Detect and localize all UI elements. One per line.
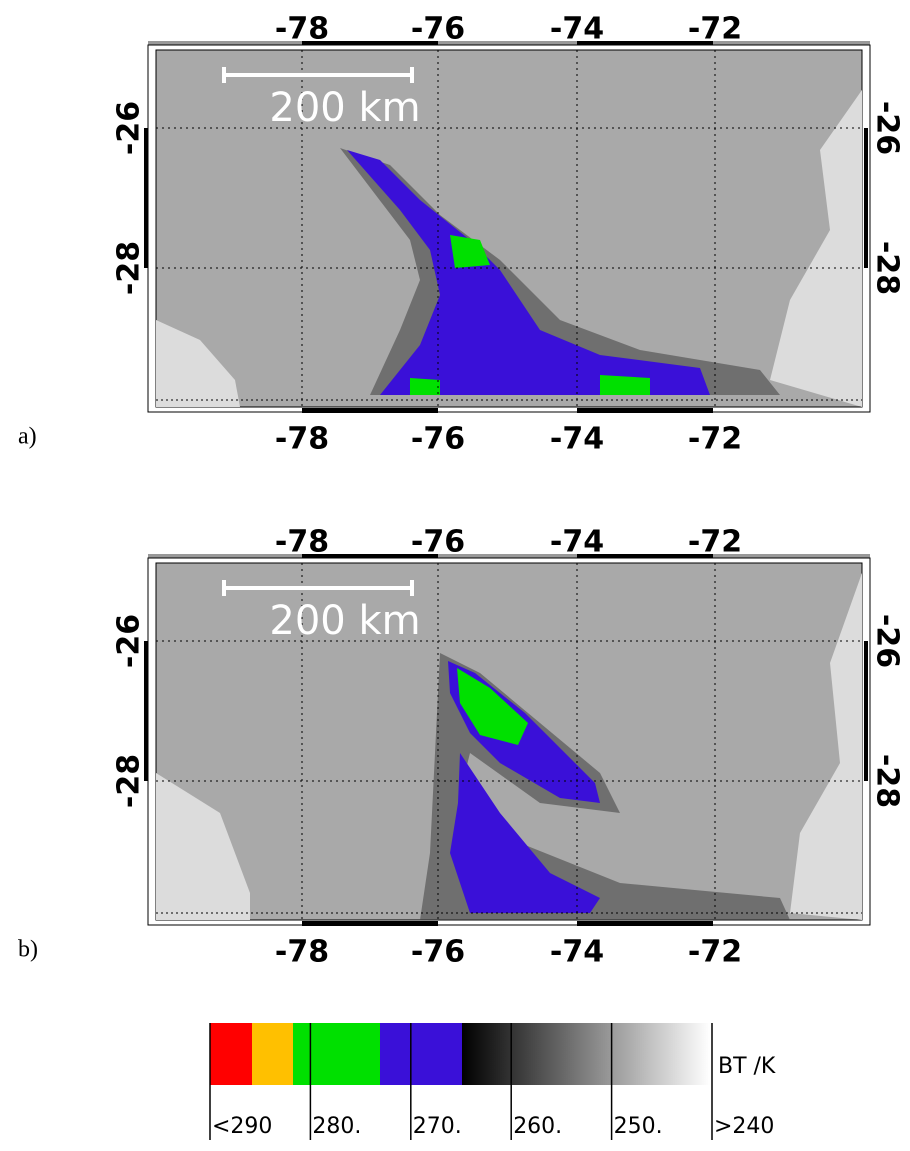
colorbar-label: <290 <box>212 1114 272 1139</box>
lon-tick-label: -78 <box>275 12 329 47</box>
colorbar-label: 260. <box>513 1114 562 1139</box>
colorbar-label: 270. <box>413 1114 462 1139</box>
axis-bar <box>302 41 438 45</box>
color-swatch <box>210 1023 252 1085</box>
lat-tick-label: -28 <box>112 754 147 808</box>
map-panel: -78 -78 -76 -76 -74 -74 -72 -72 -26 -26 -28 -28 200 … <box>18 525 905 970</box>
lon-tick-label: -76 <box>411 525 465 560</box>
warm-area <box>790 573 862 920</box>
color-gradient <box>462 1023 710 1085</box>
map-panel: -78 -78 -76 -76 -74 -74 -72 -72 -26 -26 -28 -28 200 … <box>18 12 905 457</box>
lon-tick-label: -74 <box>550 422 604 457</box>
warm-area <box>770 90 862 407</box>
lon-tick-label: -76 <box>411 12 465 47</box>
panel-label: b) <box>18 937 38 963</box>
cloud-colder <box>450 235 490 268</box>
colorbar-title: BT /K <box>718 1054 776 1079</box>
lat-tick-label: -28 <box>870 241 905 295</box>
axis-bar <box>864 641 868 781</box>
lon-tick-label: -72 <box>688 525 742 560</box>
lon-tick-label: -78 <box>275 422 329 457</box>
warm-area <box>156 320 240 407</box>
axis-bar <box>302 921 438 926</box>
lon-tick-label: -72 <box>688 422 742 457</box>
top-border-bar <box>148 41 870 45</box>
panel-label: a) <box>18 424 37 450</box>
colorbar-label: 280. <box>312 1114 361 1139</box>
cloud-colder <box>410 378 440 395</box>
lon-tick-label: -78 <box>275 525 329 560</box>
lat-tick-label: -26 <box>870 614 905 668</box>
color-swatch <box>380 1023 462 1085</box>
lat-tick-label: -28 <box>870 754 905 808</box>
axis-bar <box>577 554 713 558</box>
axis-bar <box>144 641 148 781</box>
lon-tick-label: -78 <box>275 935 329 970</box>
cloud-colder <box>600 375 650 395</box>
color-swatch <box>252 1023 293 1085</box>
scale-bar-label: 200 km <box>269 598 420 644</box>
top-border-bar <box>148 554 870 558</box>
lat-tick-label: -26 <box>112 101 147 155</box>
lat-tick-label: -26 <box>870 101 905 155</box>
axis-bar <box>302 554 438 558</box>
color-swatch <box>293 1023 380 1085</box>
axis-bar <box>577 41 713 45</box>
cloud-cold <box>450 753 600 913</box>
axis-bar <box>577 921 713 926</box>
axis-bar <box>302 408 438 413</box>
lon-tick-label: -72 <box>688 935 742 970</box>
lon-tick-label: -74 <box>550 935 604 970</box>
cloud-colder <box>457 668 528 745</box>
axis-bar <box>577 408 713 413</box>
lat-tick-label: -28 <box>112 241 147 295</box>
lon-tick-label: -74 <box>550 12 604 47</box>
axis-bar <box>144 128 148 268</box>
colorbar: BT /K <290 280. 270. 260. 250. >240 <box>209 1023 776 1140</box>
lon-tick-label: -76 <box>411 935 465 970</box>
lon-tick-label: -76 <box>411 422 465 457</box>
colorbar-label: 250. <box>614 1114 663 1139</box>
colorbar-label: >240 <box>714 1114 774 1139</box>
lon-tick-label: -72 <box>688 12 742 47</box>
axis-bar <box>864 128 868 268</box>
scale-bar-label: 200 km <box>269 85 420 131</box>
lat-tick-label: -26 <box>112 614 147 668</box>
lon-tick-label: -74 <box>550 525 604 560</box>
warm-area <box>156 773 250 920</box>
